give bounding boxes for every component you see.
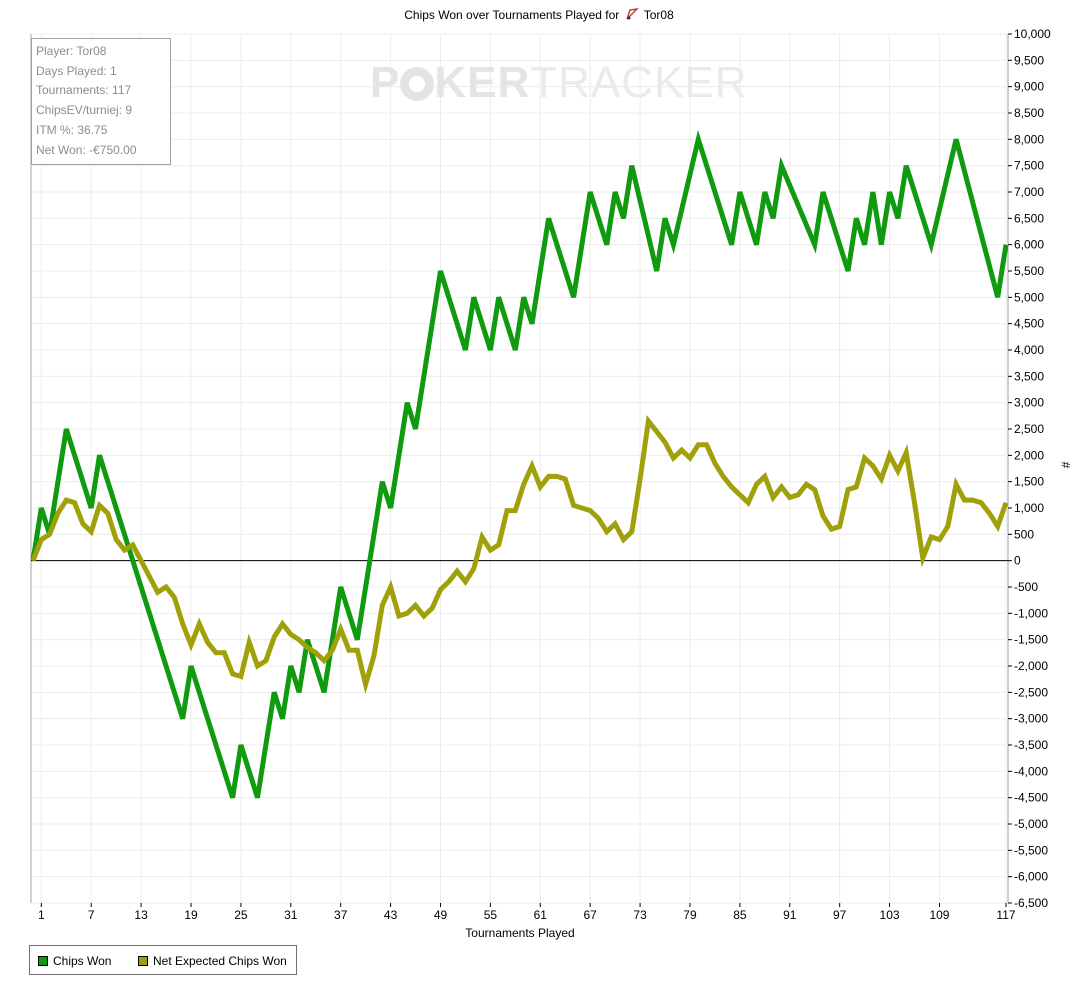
y-tick-label: 4,500	[1014, 317, 1044, 331]
y-tick-label: 6,500	[1014, 211, 1044, 225]
y-tick-label: -500	[1014, 580, 1038, 594]
legend-label-net-expected: Net Expected Chips Won	[153, 954, 287, 968]
y-tick-label: 2,000	[1014, 448, 1044, 462]
y-tick-label: -5,000	[1014, 817, 1048, 831]
y-tick-label: -3,500	[1014, 738, 1048, 752]
x-tick-label: 25	[234, 908, 248, 922]
x-tick-label: 7	[88, 908, 95, 922]
x-tick-label: 117	[996, 908, 1015, 922]
y-tick-label: -6,000	[1014, 870, 1048, 884]
x-tick-label: 67	[584, 908, 598, 922]
x-tick-label: 43	[384, 908, 398, 922]
chart-title-player: Tor08	[643, 8, 674, 22]
legend-swatch-chips-won	[38, 956, 48, 966]
y-tick-label: -2,000	[1014, 659, 1048, 673]
y-tick-label: 7,500	[1014, 159, 1044, 173]
x-tick-label: 19	[184, 908, 198, 922]
x-tick-label: 109	[929, 908, 949, 922]
y-tick-label: 8,000	[1014, 132, 1044, 146]
y-axis: 10,000 9,500 9,000 8,500 8,000 7,500 7,000 6,50…	[1008, 27, 1051, 910]
y-tick-label: 2,500	[1014, 422, 1044, 436]
y-tick-label: -5,500	[1014, 843, 1048, 857]
y-tick-label: 500	[1014, 527, 1034, 541]
y-tick-label: 3,500	[1014, 369, 1044, 383]
legend[interactable]: Chips Won Net Expected Chips Won	[29, 945, 297, 975]
x-tick-label: 85	[733, 908, 747, 922]
x-tick-label: 49	[434, 908, 448, 922]
x-tick-label: 73	[633, 908, 647, 922]
series-line-net-expected	[30, 414, 1009, 695]
stat-tournaments: Tournaments: 117	[36, 83, 132, 98]
stat-player: Player: Tor08	[36, 44, 107, 58]
player-icon	[625, 8, 639, 20]
y-tick-label: -3,000	[1014, 712, 1048, 726]
legend-swatch-net-expected	[138, 956, 148, 966]
x-axis-title: Tournaments Played	[465, 926, 575, 940]
y-tick-label: 4,000	[1014, 343, 1044, 357]
x-axis: 1 7 13 19 25 31 37 43 49 55 61 67 73 79 85 91 97 103 109 11…	[38, 903, 1016, 922]
y-tick-label: 9,000	[1014, 80, 1044, 94]
x-tick-label: 31	[284, 908, 298, 922]
y-tick-label: 9,500	[1014, 53, 1044, 67]
y-tick-label: -6,500	[1014, 896, 1048, 910]
plot-area	[30, 33, 1009, 904]
legend-item-net-expected[interactable]: Net Expected Chips Won	[138, 954, 287, 968]
y-tick-label: 0	[1014, 554, 1021, 568]
y-tick-label: 1,500	[1014, 475, 1044, 489]
y-tick-label: -4,500	[1014, 791, 1048, 805]
y-tick-label: 5,000	[1014, 290, 1044, 304]
chart-title-prefix: Chips Won over Tournaments Played for	[404, 8, 620, 22]
y-tick-label: 10,000	[1014, 27, 1051, 41]
poker-chip-icon	[400, 67, 435, 101]
x-tick-label: 103	[880, 908, 900, 922]
series-layer	[30, 129, 1009, 799]
x-tick-label: 91	[783, 908, 797, 922]
x-tick-label: 37	[334, 908, 348, 922]
y-tick-label: 3,000	[1014, 396, 1044, 410]
x-tick-label: 79	[683, 908, 697, 922]
y-tick-label: -2,500	[1014, 685, 1048, 699]
stat-chipsev: ChipsEV/turniej: 9	[36, 103, 133, 118]
stat-days-played: Days Played: 1	[36, 63, 117, 78]
x-tick-label: 55	[484, 908, 498, 922]
y-tick-label: -1,500	[1014, 633, 1048, 647]
x-tick-label: 61	[534, 908, 548, 922]
stats-box: Player: Tor08 Days Played: 1 Tournaments…	[31, 38, 171, 165]
legend-item-chips-won[interactable]: Chips Won	[38, 954, 111, 968]
stat-itm: ITM %: 36.75	[36, 122, 108, 137]
legend-label-chips-won: Chips Won	[53, 954, 112, 968]
x-tick-label: 1	[38, 908, 45, 922]
x-tick-label: 13	[134, 908, 148, 922]
y-tick-label: -4,000	[1014, 764, 1048, 778]
chart-title: Chips Won over Tournaments Played for To…	[0, 8, 1078, 22]
x-tick-label: 97	[833, 908, 847, 922]
y-tick-label: -1,000	[1014, 606, 1048, 620]
series-line-chips-won	[30, 129, 1009, 799]
y-tick-label: 7,000	[1014, 185, 1044, 199]
pokertracker-watermark: P KERTRACKER	[370, 58, 748, 107]
y-tick-label: 5,500	[1014, 264, 1044, 278]
stat-net-won: Net Won: -€750.00	[36, 142, 137, 157]
y-axis-title: #	[1058, 461, 1073, 469]
y-tick-label: 6,000	[1014, 238, 1044, 252]
y-tick-label: 1,000	[1014, 501, 1044, 515]
y-tick-label: 8,500	[1014, 106, 1044, 120]
